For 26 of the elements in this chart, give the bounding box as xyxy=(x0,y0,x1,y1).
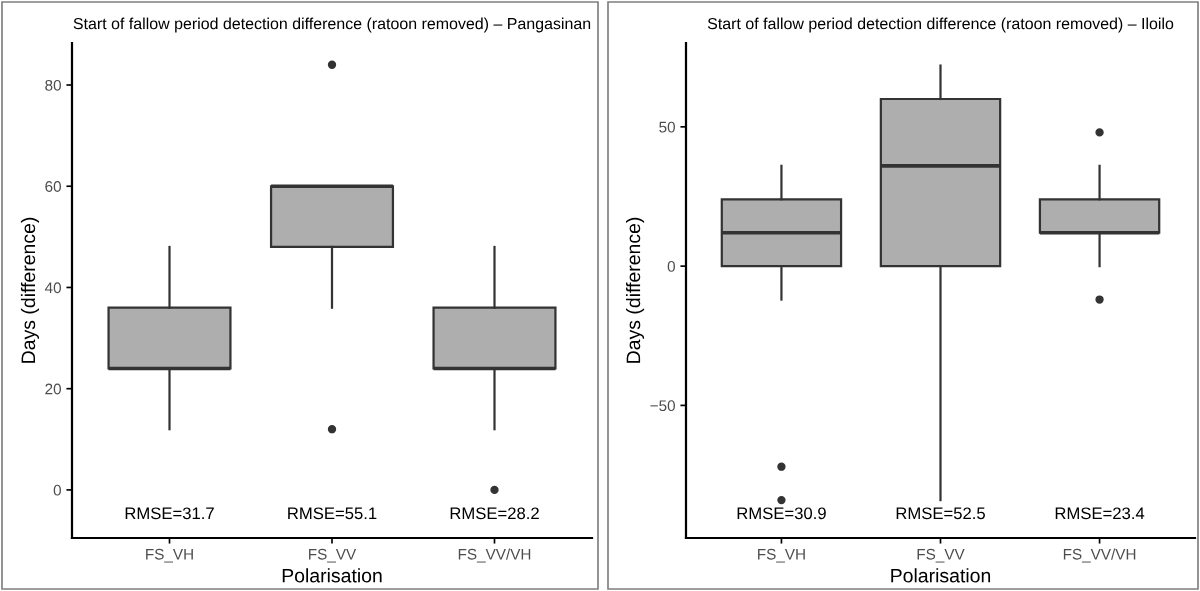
x-axis-title: Polarisation xyxy=(891,568,991,583)
y-tick-label: −50 xyxy=(650,400,675,412)
annotation: RMSE=30.9 xyxy=(737,507,826,520)
annotation: RMSE=55.1 xyxy=(288,507,377,520)
y-tick-label: 80 xyxy=(45,79,61,91)
y-tick-label: 50 xyxy=(659,121,675,133)
y-tick-label: 60 xyxy=(45,181,61,192)
annotation: RMSE=52.5 xyxy=(896,507,985,520)
y-tick-label: 40 xyxy=(44,282,61,294)
x-tick-label: FS_VH xyxy=(146,548,193,563)
x-tick-label: FS_VV xyxy=(309,548,357,563)
annotation: RMSE=23.4 xyxy=(1055,507,1145,520)
x-tick-label: FS_VV/VH xyxy=(458,548,531,563)
annotation: RMSE=28.2 xyxy=(450,507,539,520)
y-tick-label: 0 xyxy=(667,260,675,272)
y-axis-title: Days (difference) xyxy=(625,217,645,363)
y-tick-label: 0 xyxy=(53,484,61,496)
y-axis-title: Days (difference) xyxy=(20,217,40,363)
chart-title: Start of fallow period detection difference (ratoon removed) – Iloilo xyxy=(707,17,1174,33)
annotation: RMSE=31.7 xyxy=(125,507,214,520)
x-axis-title: Polarisation xyxy=(282,568,382,583)
x-tick-label: FS_VH xyxy=(758,548,805,563)
chart-title: Start of fallow period detection difference (ratoon removed) – Pangasinan xyxy=(73,17,591,33)
x-tick-label: FS_VV/VH xyxy=(1063,548,1136,563)
x-tick-label: FS_VV xyxy=(917,548,965,563)
y-tick-label: 20 xyxy=(45,383,61,395)
